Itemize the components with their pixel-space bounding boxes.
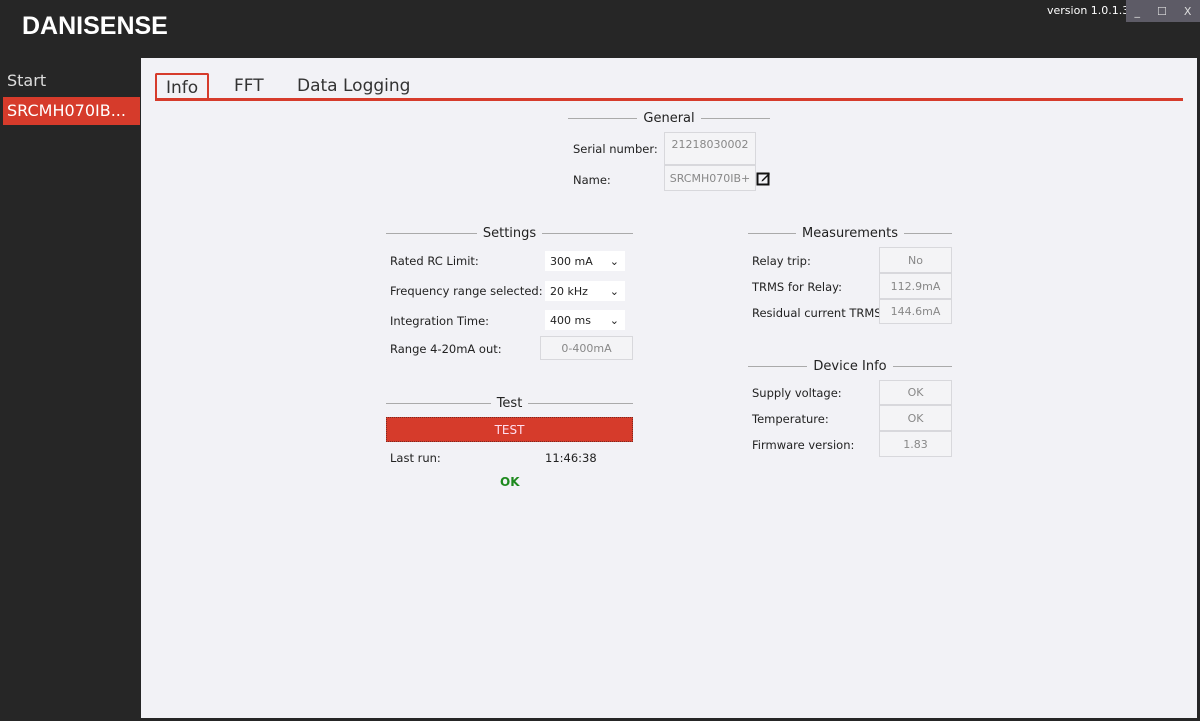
test-button[interactable]: TEST [386,417,633,442]
sidebar-item-start[interactable]: Start [7,71,47,90]
tab-info[interactable]: Info [155,73,209,100]
danisense-logo: DANISENSE [22,12,168,40]
settings-header: Settings [386,225,633,241]
last-run-time: 11:46:38 [545,451,597,465]
relay-trip-value: No [879,247,952,273]
firmware-version-value: 1.83 [879,431,952,457]
temperature-label: Temperature: [752,412,829,426]
last-run-label: Last run: [390,451,441,465]
frequency-range-label: Frequency range selected: [390,284,543,298]
rated-rc-limit-select[interactable]: 300 mA ⌄ [545,251,625,271]
temperature-value: OK [879,405,952,431]
select-value: 400 ms [550,313,591,327]
supply-voltage-value: OK [879,380,952,405]
integration-time-select[interactable]: 400 ms ⌄ [545,310,625,330]
maximize-button[interactable]: ☐ [1157,4,1167,18]
serial-label: Serial number: [573,142,658,156]
window-controls: _ ☐ X [1126,0,1200,22]
rated-rc-limit-label: Rated RC Limit: [390,254,479,268]
residual-trms-value: 144.6mA [879,299,952,324]
test-header: Test [386,395,633,411]
select-value: 300 mA [550,254,593,268]
chevron-down-icon: ⌄ [609,313,619,327]
range-out-label: Range 4-20mA out: [390,342,502,356]
trms-relay-label: TRMS for Relay: [752,280,842,294]
tab-data-logging[interactable]: Data Logging [297,76,411,96]
integration-time-label: Integration Time: [390,314,490,328]
supply-voltage-label: Supply voltage: [752,386,842,400]
chevron-down-icon: ⌄ [609,254,619,268]
trms-relay-value: 112.9mA [879,273,952,299]
close-button[interactable]: X [1183,4,1192,18]
serial-field: 21218030002 [664,132,756,165]
select-value: 20 kHz [550,284,588,298]
version-label: version 1.0.1.3 [1047,4,1130,17]
tab-fft[interactable]: FFT [234,76,264,96]
minimize-button[interactable]: _ [1134,4,1141,18]
frequency-range-select[interactable]: 20 kHz ⌄ [545,281,625,301]
range-out-field: 0-400mA [540,336,633,360]
relay-trip-label: Relay trip: [752,254,811,268]
edit-icon[interactable] [756,171,771,186]
test-result: OK [500,475,520,489]
name-field[interactable]: SRCMH070IB+ [664,165,756,191]
chevron-down-icon: ⌄ [609,284,619,298]
residual-trms-label: Residual current TRMS [752,306,882,320]
name-label: Name: [573,173,611,187]
tab-underline [155,98,1183,101]
sidebar-item-device[interactable]: SRCMH070IB... [3,97,140,125]
firmware-version-label: Firmware version: [752,438,855,452]
general-header: General [568,110,770,126]
device-info-header: Device Info [748,358,952,374]
measurements-header: Measurements [748,225,952,241]
